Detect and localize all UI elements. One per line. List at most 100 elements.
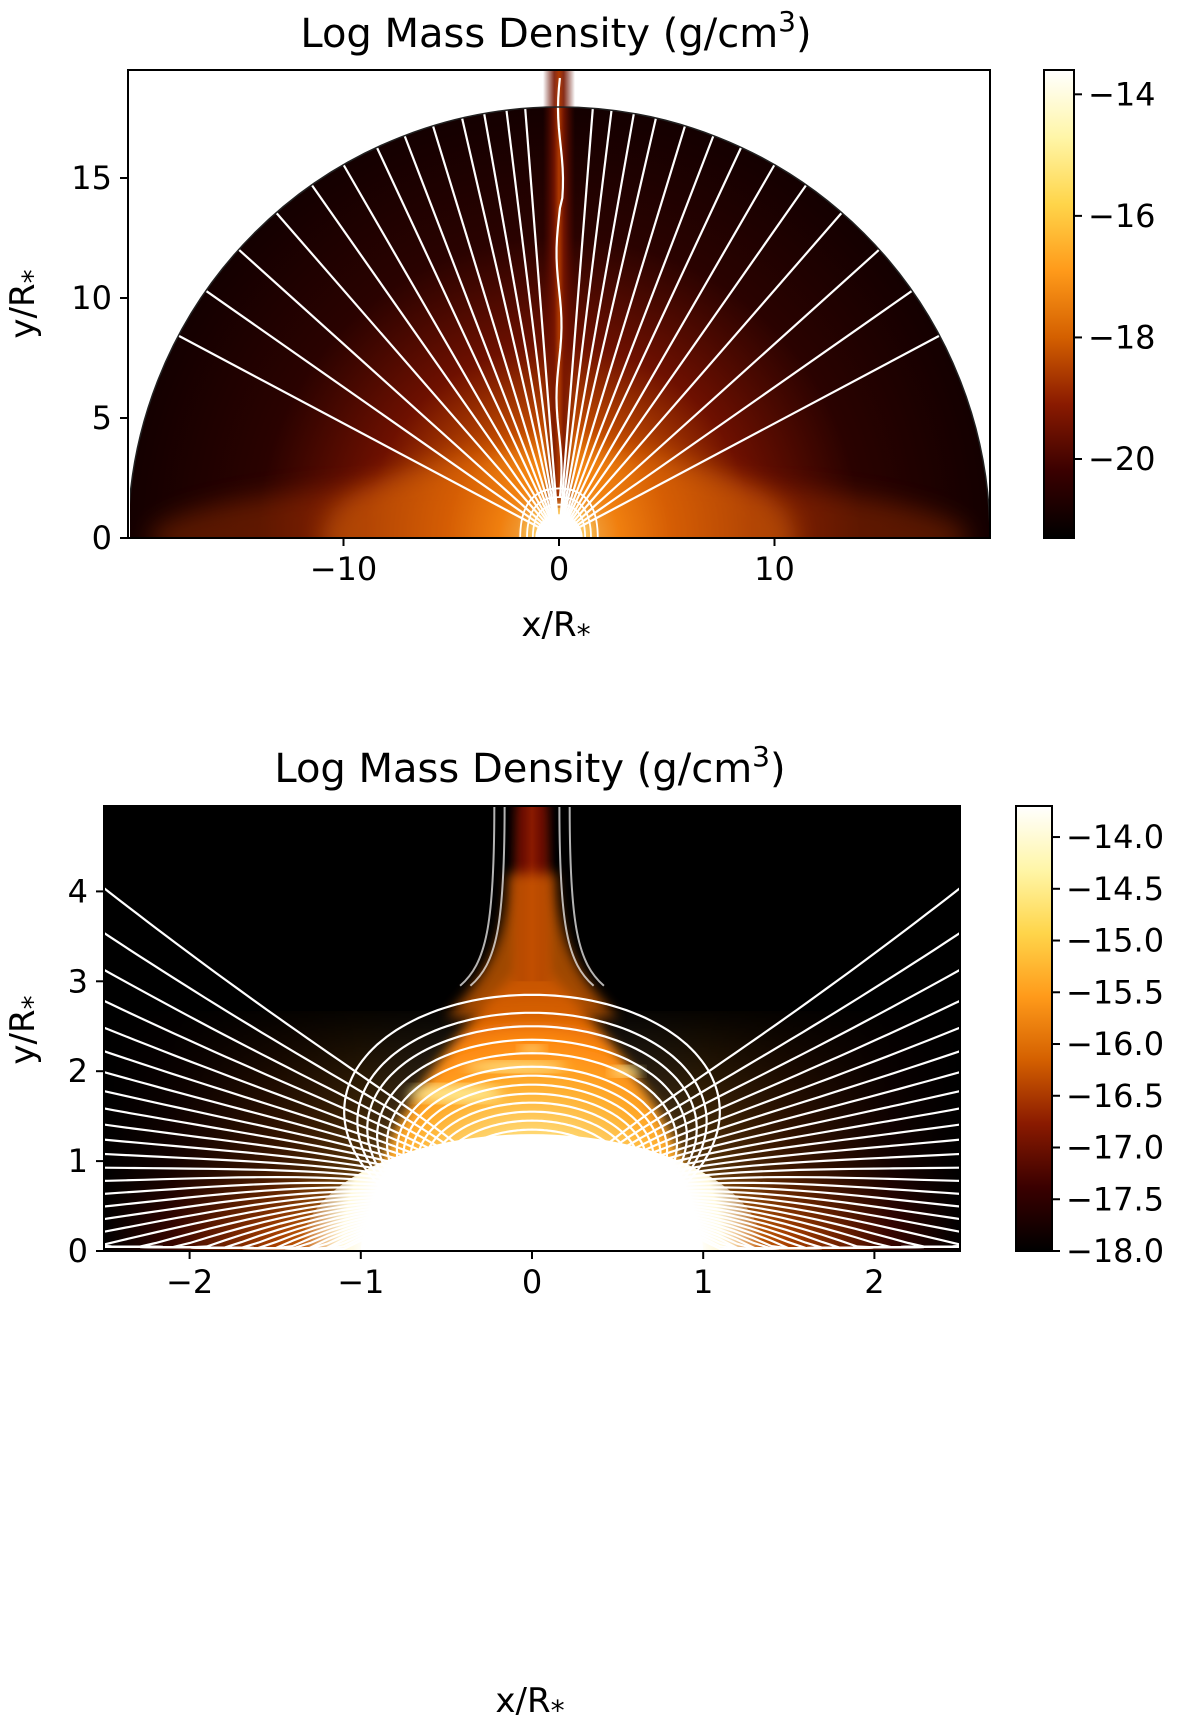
bottom-y-tick-label: 3 xyxy=(68,962,88,1000)
bottom-open-field-line xyxy=(675,1200,960,1249)
bottom-open-field-line xyxy=(581,886,960,1166)
top-y-axis-label: y/R* xyxy=(3,269,49,338)
bottom-open-field-line xyxy=(668,1195,960,1246)
bottom-open-field-line xyxy=(104,1107,440,1177)
colorbar-tick-label: −14 xyxy=(1088,75,1156,113)
top-y-tick-label: 15 xyxy=(71,159,112,197)
top-x-tick-label: 0 xyxy=(549,550,569,588)
bottom-open-field-line xyxy=(104,1186,407,1208)
top-field-line xyxy=(460,117,556,518)
bottom-jet-neck xyxy=(446,873,618,1018)
top-field-line xyxy=(505,110,558,517)
colorbar-tick-label: −18 xyxy=(1088,318,1156,356)
bottom-x-tick-label: 0 xyxy=(522,1263,542,1301)
top-field-line xyxy=(431,125,554,518)
bottom-panel-title: Log Mass Density (g/cm3) xyxy=(274,740,785,792)
top-heatmap xyxy=(130,70,990,538)
bottom-closed-field-line xyxy=(375,1038,689,1194)
bottom-closed-field-line xyxy=(366,1025,698,1195)
bottom-jet-edge-line xyxy=(558,806,595,987)
bottom-open-field-line xyxy=(104,1195,396,1246)
top-field-line xyxy=(483,113,557,517)
top-field-line xyxy=(310,184,548,521)
top-panel: Log Mass Density (g/cm3) −10 0 10 0 5 10 15 x… xyxy=(3,5,1156,651)
colorbar-tick-label: −14.0 xyxy=(1066,818,1164,856)
top-field-line xyxy=(572,211,843,523)
bottom-open-field-line xyxy=(104,1152,425,1183)
bottom-panel: Log Mass Density (g/cm3) −2 −1 0 1 2 0 1 2 3 4 x… xyxy=(3,740,1164,1727)
top-polar-field-line xyxy=(555,77,565,499)
colorbar-tick-label: −17.0 xyxy=(1066,1129,1164,1167)
top-field-line xyxy=(177,334,541,529)
bottom-open-field-line xyxy=(104,1189,403,1221)
bottom-colorbar: −14.0 −14.5 −15.0 −15.5 −16.0 −16.5 −17.0 −17.5… xyxy=(1015,805,1164,1270)
bottom-jet-edge-line xyxy=(469,806,506,987)
bottom-y-tick-label: 0 xyxy=(68,1232,88,1270)
bottom-open-field-line xyxy=(644,1166,960,1185)
bottom-open-field-line xyxy=(104,1026,461,1171)
top-field-line xyxy=(524,108,559,517)
bottom-open-field-line xyxy=(661,1189,960,1221)
bottom-x-tick-label: −2 xyxy=(166,1263,213,1301)
bottom-x-tick-label: −1 xyxy=(337,1263,384,1301)
bottom-y-ticks: 0 1 2 3 4 xyxy=(68,872,104,1270)
bottom-open-field-line xyxy=(104,1239,363,1251)
colorbar-tick-label: −18.0 xyxy=(1066,1232,1164,1270)
bottom-open-field-line xyxy=(104,1200,389,1249)
bottom-open-field-line xyxy=(104,886,483,1166)
bottom-open-field-line xyxy=(609,1050,960,1172)
colorbar-tick-label: −20 xyxy=(1088,440,1156,478)
top-y-ticks: 0 5 10 15 xyxy=(71,159,128,557)
bottom-open-field-line xyxy=(104,1175,416,1187)
bottom-open-field-line xyxy=(652,1181,960,1195)
top-x-tick-label: 10 xyxy=(754,550,795,588)
bottom-closed-field-line xyxy=(356,1011,708,1197)
top-colorbar: −14 −16 −18 −20 xyxy=(1043,69,1156,539)
bottom-closed-field-line xyxy=(443,1128,621,1174)
colorbar-tick-label: −16.0 xyxy=(1066,1025,1164,1063)
bottom-y-axis-label: y/R* xyxy=(3,995,49,1064)
bottom-density-knot xyxy=(609,1065,644,1077)
bottom-closed-field-line xyxy=(415,1092,649,1184)
colorbar-tick-label: −16.5 xyxy=(1066,1077,1164,1115)
top-closed-loop xyxy=(531,503,587,538)
bottom-open-field-line xyxy=(648,1175,960,1187)
colorbar-gradient xyxy=(1015,805,1053,1252)
bottom-open-field-line xyxy=(104,1123,435,1179)
top-field-line xyxy=(561,113,635,517)
top-field-line xyxy=(275,211,546,523)
bottom-x-tick-label: 1 xyxy=(693,1263,713,1301)
bottom-x-axis-label: x/R* xyxy=(495,1681,564,1727)
bottom-open-field-line xyxy=(104,1166,420,1185)
top-field-line xyxy=(565,135,715,519)
bottom-open-field-line xyxy=(664,1193,960,1233)
top-field-lines xyxy=(130,77,990,538)
bottom-jet-edge-line xyxy=(568,806,605,987)
bottom-open-field-line xyxy=(603,1026,960,1171)
colorbar-tick-label: −14.5 xyxy=(1066,870,1164,908)
bottom-density-knot xyxy=(518,1045,546,1053)
top-domain-boundary xyxy=(130,106,990,538)
bottom-open-field-line xyxy=(104,1050,455,1172)
top-field-line xyxy=(576,289,913,527)
bottom-jet-edge-line xyxy=(459,806,496,987)
bottom-helmet-streamer xyxy=(357,806,707,1251)
bottom-closed-field-line xyxy=(454,1137,610,1172)
colorbar-tick-label: −15.0 xyxy=(1066,922,1164,960)
top-field-line xyxy=(559,108,594,517)
top-field-line xyxy=(342,164,550,520)
top-field-line xyxy=(560,110,613,517)
top-y-tick-label: 10 xyxy=(71,279,112,317)
bottom-open-field-line xyxy=(104,1198,392,1249)
bottom-closed-field-line xyxy=(469,1146,595,1169)
bottom-open-field-line xyxy=(587,931,960,1167)
bottom-open-field-line xyxy=(624,1107,960,1177)
bottom-open-field-line xyxy=(104,1089,445,1175)
top-field-line xyxy=(237,248,544,525)
bottom-open-field-line xyxy=(104,999,466,1170)
top-field-line xyxy=(564,125,687,518)
top-field-line xyxy=(403,135,553,519)
bottom-open-field-line xyxy=(634,1138,960,1181)
top-closed-loop xyxy=(519,487,599,538)
